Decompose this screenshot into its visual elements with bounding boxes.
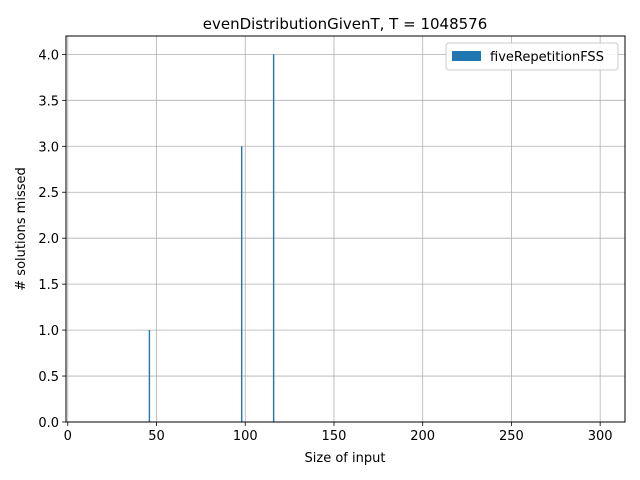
y-tick-label: 3.5 <box>38 94 59 109</box>
y-axis-label: # solutions missed <box>14 167 29 290</box>
x-tick-label: 100 <box>233 429 258 444</box>
x-axis-label: Size of input <box>305 451 386 466</box>
legend-box <box>445 42 619 71</box>
y-tick-label: 2.0 <box>38 232 59 247</box>
chart-title: evenDistributionGivenT, T = 1048576 <box>203 15 488 33</box>
bar <box>272 54 275 422</box>
x-tick-label: 250 <box>499 429 524 444</box>
x-tick-label: 150 <box>322 429 347 444</box>
grid <box>66 36 625 423</box>
y-tick-label: 4.0 <box>38 48 59 63</box>
bar <box>148 330 151 422</box>
y-tick-label: 1.0 <box>38 324 59 339</box>
bar <box>240 146 243 423</box>
bars <box>148 54 275 423</box>
y-tick-label: 3.0 <box>38 140 59 155</box>
legend-label: fiveRepetitionFSS <box>490 50 604 65</box>
x-tick-label: 50 <box>148 429 165 444</box>
x-tick-label: 0 <box>64 429 72 444</box>
y-tick-label: 0.5 <box>38 370 59 385</box>
legend-swatch <box>452 51 481 61</box>
y-tick-label: 0.0 <box>38 416 59 431</box>
y-tick-label: 1.5 <box>38 278 59 293</box>
y-tick-label: 2.5 <box>38 186 59 201</box>
y-axis-ticks: 0.0 0.5 1.0 1.5 2.0 2.5 3.0 3.5 4.0 <box>38 48 66 431</box>
plot-frame <box>65 35 626 423</box>
x-axis-ticks: 0 50 100 150 200 250 300 <box>64 422 613 444</box>
x-tick-label: 200 <box>410 429 435 444</box>
x-tick-label: 300 <box>588 429 613 444</box>
legend: fiveRepetitionFSS <box>445 42 619 71</box>
